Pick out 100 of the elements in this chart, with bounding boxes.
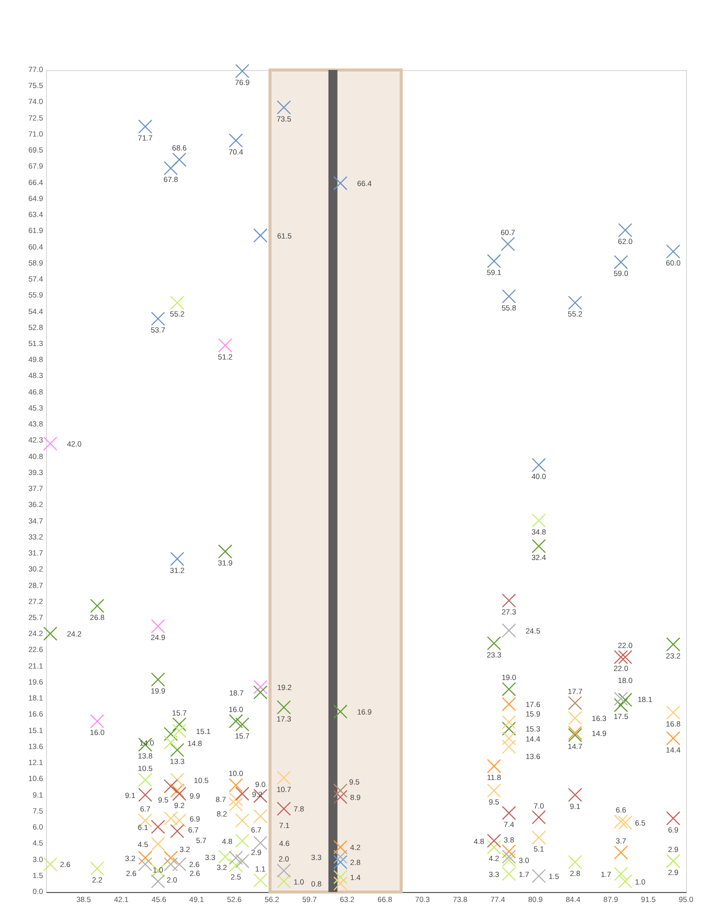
point <box>502 731 516 746</box>
point <box>164 161 178 176</box>
point <box>150 619 166 634</box>
point <box>150 874 166 888</box>
point <box>253 228 268 243</box>
point <box>235 834 250 848</box>
point <box>666 811 680 826</box>
point <box>150 312 166 326</box>
point <box>235 717 250 732</box>
point <box>228 714 243 728</box>
point <box>502 682 516 696</box>
point <box>502 850 516 864</box>
point <box>172 717 186 732</box>
point <box>170 784 184 798</box>
point <box>228 850 243 865</box>
point <box>486 840 502 854</box>
point <box>614 692 628 706</box>
point <box>170 824 184 838</box>
point <box>276 770 291 785</box>
point <box>138 788 152 802</box>
point <box>568 696 582 710</box>
point <box>614 255 628 270</box>
point <box>235 813 250 828</box>
point <box>618 816 632 830</box>
point <box>172 857 186 872</box>
point <box>614 650 628 664</box>
point <box>502 740 516 754</box>
point <box>614 814 628 829</box>
point <box>502 844 516 859</box>
point <box>486 784 502 798</box>
point <box>333 850 348 864</box>
point <box>333 870 348 884</box>
point <box>43 626 58 641</box>
point <box>218 850 232 864</box>
point <box>333 176 348 190</box>
point <box>172 813 186 828</box>
point <box>218 338 232 352</box>
point <box>568 726 582 740</box>
point <box>333 784 348 798</box>
point <box>618 874 632 888</box>
point <box>568 728 582 742</box>
point <box>228 858 243 872</box>
point <box>532 868 546 884</box>
point <box>235 854 250 868</box>
point <box>164 811 178 826</box>
point <box>276 874 291 888</box>
point <box>618 223 632 238</box>
point <box>568 788 582 802</box>
point <box>90 861 104 876</box>
point <box>235 786 250 801</box>
point <box>276 700 291 714</box>
point <box>276 100 291 114</box>
point <box>228 778 243 792</box>
point <box>172 152 186 167</box>
point <box>253 809 268 824</box>
point <box>618 692 632 707</box>
point <box>253 680 268 694</box>
point <box>164 726 178 742</box>
point <box>43 857 58 872</box>
point <box>532 513 546 528</box>
point <box>164 850 178 865</box>
point <box>150 836 166 852</box>
point <box>43 436 58 451</box>
point <box>666 731 680 746</box>
point <box>172 724 186 738</box>
point <box>502 289 516 304</box>
point <box>618 650 632 664</box>
point <box>138 772 152 787</box>
point <box>228 133 243 148</box>
point <box>486 254 502 268</box>
point <box>532 810 546 824</box>
point <box>502 593 516 608</box>
point <box>90 714 104 728</box>
point <box>150 820 166 834</box>
point <box>666 244 680 259</box>
point <box>333 855 348 870</box>
point <box>164 779 178 794</box>
point <box>235 64 250 78</box>
point <box>170 742 184 758</box>
point <box>164 857 178 872</box>
point <box>614 845 628 860</box>
point <box>532 458 546 472</box>
point <box>502 866 516 881</box>
point <box>502 722 516 736</box>
point <box>502 715 516 730</box>
point <box>666 637 680 652</box>
point <box>276 864 291 878</box>
point <box>138 850 152 865</box>
point <box>568 710 582 726</box>
point <box>228 797 243 812</box>
point <box>170 296 184 310</box>
point <box>502 806 516 820</box>
point <box>170 552 184 566</box>
point <box>486 758 502 774</box>
point <box>218 544 232 559</box>
point <box>532 539 546 554</box>
point <box>276 802 291 816</box>
point <box>614 698 628 712</box>
point <box>253 836 268 850</box>
point <box>138 857 152 872</box>
